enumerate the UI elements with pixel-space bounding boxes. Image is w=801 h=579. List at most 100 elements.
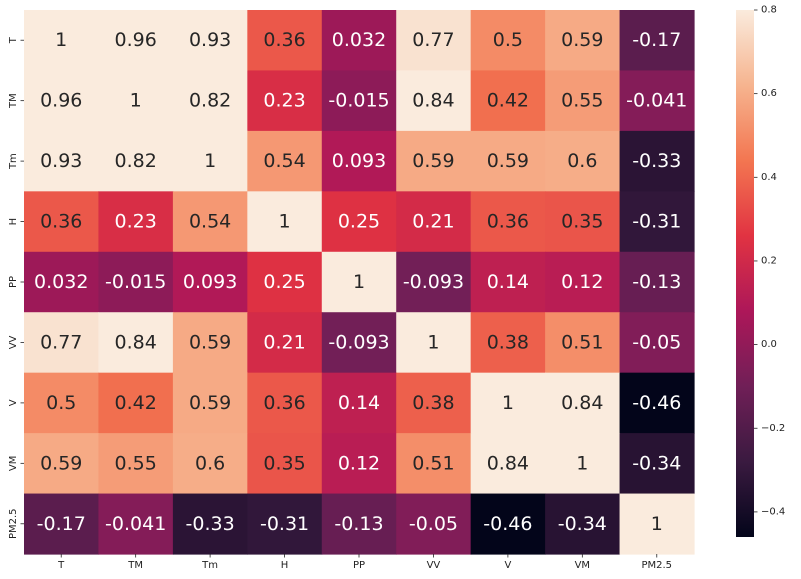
- heatmap-cell-value: 0.51: [412, 452, 454, 474]
- heatmap-cell: [321, 251, 397, 313]
- heatmap-cell-value: 0.77: [412, 29, 454, 51]
- heatmap-cell: [247, 191, 323, 253]
- heatmap-cell-value: 0.93: [189, 29, 231, 51]
- heatmap-cell: [172, 70, 248, 132]
- heatmap-cell: [247, 433, 323, 495]
- heatmap-cell: [396, 493, 472, 555]
- heatmap-cell-value: 0.093: [332, 150, 386, 172]
- heatmap-cell-value: -0.17: [632, 29, 681, 51]
- heatmap-cell: [396, 433, 472, 495]
- heatmap-cell-value: -0.13: [334, 513, 383, 535]
- y-tick-label: VV: [8, 335, 19, 349]
- heatmap-cell-value: 0.21: [412, 211, 454, 233]
- heatmap-cell-value: -0.34: [558, 513, 607, 535]
- heatmap-cell-value: -0.015: [328, 90, 389, 112]
- heatmap-cell: [172, 372, 248, 434]
- x-tick-label: V: [504, 560, 511, 571]
- heatmap-cell: [545, 10, 621, 72]
- heatmap-cell-value: 0.23: [263, 90, 305, 112]
- heatmap-cell: [98, 70, 174, 132]
- colorbar-tick-label: 0.4: [761, 172, 777, 183]
- heatmap-cell: [247, 312, 323, 374]
- heatmap-cell-value: -0.093: [328, 331, 389, 353]
- heatmap-cell: [321, 130, 397, 192]
- x-tick-label: Tm: [201, 560, 218, 571]
- heatmap-cell-value: -0.093: [403, 271, 464, 293]
- heatmap-cell: [172, 433, 248, 495]
- heatmap-cell-value: -0.31: [632, 211, 681, 233]
- heatmap-cell-value: 0.36: [263, 392, 305, 414]
- heatmap-cell-value: 0.25: [338, 211, 380, 233]
- x-tick-label: H: [281, 560, 289, 571]
- heatmap-cell: [396, 312, 472, 374]
- heatmap-cell: [619, 130, 695, 192]
- heatmap-cell-value: -0.13: [632, 271, 681, 293]
- heatmap-cell-value: 0.5: [46, 392, 76, 414]
- heatmap-cell: [470, 493, 546, 555]
- heatmap-cell-value: -0.05: [632, 331, 681, 353]
- x-tick-label: PP: [353, 560, 365, 571]
- heatmap-cell: [396, 130, 472, 192]
- heatmap-cell: [24, 130, 100, 192]
- heatmap-cell: [172, 493, 248, 555]
- heatmap-cell-value: 0.59: [189, 392, 231, 414]
- heatmap-cell-value: -0.46: [632, 392, 681, 414]
- heatmap-cell-value: 0.84: [115, 331, 157, 353]
- heatmap-cell-value: 0.36: [40, 211, 82, 233]
- heatmap-cell-value: 1: [427, 331, 439, 353]
- heatmap-cell: [619, 251, 695, 313]
- heatmap-cell: [470, 372, 546, 434]
- heatmap-cell-value: 1: [576, 452, 588, 474]
- heatmap-cell: [172, 191, 248, 253]
- x-tick-label: T: [57, 560, 65, 571]
- heatmap-cell: [545, 70, 621, 132]
- y-tick-label: V: [8, 399, 19, 406]
- heatmap-cell: [396, 191, 472, 253]
- heatmap-cell: [470, 130, 546, 192]
- heatmap-cell: [321, 372, 397, 434]
- x-tick-label: VM: [575, 560, 590, 571]
- heatmap-cell-value: 0.51: [561, 331, 603, 353]
- x-tick-label: TM: [127, 560, 143, 571]
- heatmap-cell: [24, 191, 100, 253]
- y-tick-label: Tm: [8, 153, 19, 170]
- heatmap-cell: [24, 433, 100, 495]
- heatmap-cell-value: 0.23: [115, 211, 157, 233]
- heatmap-cell-value: 0.36: [487, 211, 529, 233]
- heatmap-cell-value: -0.05: [409, 513, 458, 535]
- heatmap-cells: [24, 10, 695, 555]
- x-tick-label: VV: [427, 560, 441, 571]
- heatmap-cell: [247, 70, 323, 132]
- heatmap-cell-value: 0.59: [40, 452, 82, 474]
- heatmap-cell-value: 0.93: [40, 150, 82, 172]
- heatmap-cell: [545, 433, 621, 495]
- heatmap-cell-value: 0.54: [263, 150, 305, 172]
- heatmap-cell-value: 0.42: [487, 90, 529, 112]
- heatmap-cell-value: -0.33: [632, 150, 681, 172]
- y-tick-label: H: [8, 218, 19, 226]
- heatmap-cell-value: 0.84: [412, 90, 454, 112]
- colorbar-tick-label: 0.0: [761, 339, 777, 350]
- heatmap-cell: [98, 130, 174, 192]
- heatmap-cell-value: 0.6: [567, 150, 597, 172]
- heatmap-cell-value: 0.84: [487, 452, 529, 474]
- y-tick-label: VM: [8, 456, 19, 471]
- heatmap-cell: [619, 70, 695, 132]
- heatmap-cell-value: -0.015: [105, 271, 166, 293]
- heatmap-cell-value: -0.041: [105, 513, 166, 535]
- heatmap-cell-value: 0.093: [183, 271, 237, 293]
- heatmap-cell-value: 0.12: [561, 271, 603, 293]
- heatmap-cell-value: 0.77: [40, 331, 82, 353]
- heatmap-cell: [545, 493, 621, 555]
- heatmap-cell-value: 0.14: [487, 271, 529, 293]
- colorbar: 0.8 0.6 0.4 0.2 0.0 −0.2 −0.4: [736, 5, 785, 537]
- heatmap-cell-value: 0.96: [115, 29, 157, 51]
- colorbar-tick-label: −0.2: [761, 423, 785, 434]
- heatmap-cell: [470, 10, 546, 72]
- heatmap-cell-value: 0.59: [487, 150, 529, 172]
- heatmap-cell-value: 0.82: [189, 90, 231, 112]
- heatmap-cell: [619, 433, 695, 495]
- heatmap-cell: [470, 70, 546, 132]
